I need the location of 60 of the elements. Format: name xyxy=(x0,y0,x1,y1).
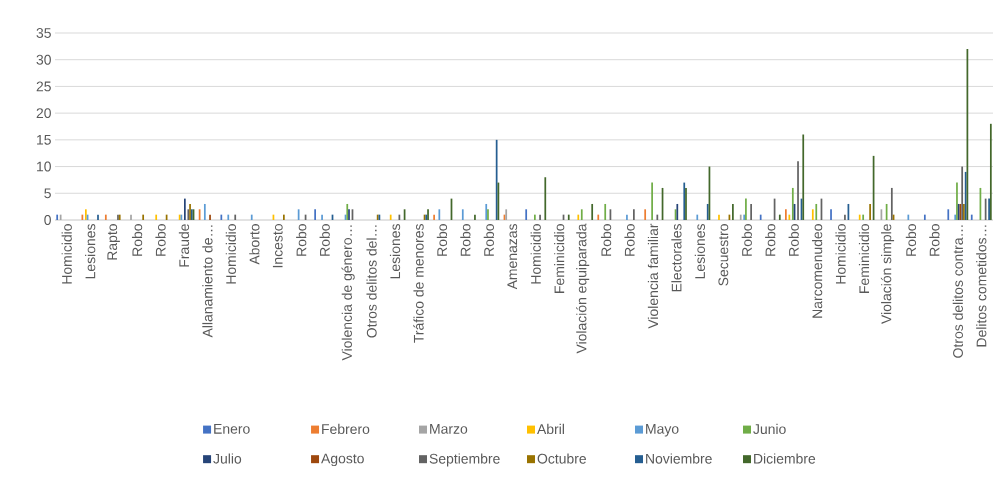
x-tick-label: Homicidio xyxy=(530,224,541,284)
legend-label: Mayo xyxy=(646,424,679,437)
x-tick-label: Secuestro xyxy=(718,224,729,286)
x-tick-label: Robo xyxy=(905,224,917,256)
x-tick-label: Feminicidio xyxy=(554,224,565,293)
x-tick-label: Violencia familiar xyxy=(647,223,659,329)
y-tick-label: 10 xyxy=(37,161,51,172)
x-tick-label: Lesiones xyxy=(694,224,706,279)
legend-label: Diciembre xyxy=(754,453,816,464)
x-tick-label: Lesiones xyxy=(85,224,96,279)
x-tick-label: Homicidio xyxy=(225,224,237,284)
y-tick-label: 20 xyxy=(36,108,51,119)
x-tick-label: Delitos cometidos… xyxy=(976,225,987,347)
legend-label: Enero xyxy=(214,424,250,434)
x-tick-label: Allanamiento de… xyxy=(202,225,213,338)
x-tick-label: Robo xyxy=(319,224,330,256)
legend-label: Octubre xyxy=(537,453,586,464)
y-tick-label: 5 xyxy=(44,188,51,199)
y-tick-label: 0 xyxy=(44,215,51,225)
x-tick-label: Narcomenudeo xyxy=(812,224,823,318)
legend-label: Abril xyxy=(537,423,564,435)
legend-label: Noviembre xyxy=(646,453,712,464)
y-tick-label: 35 xyxy=(36,28,51,38)
x-tick-label: Feminicidio xyxy=(858,224,870,293)
x-tick-label: Robo xyxy=(296,224,307,256)
x-tick-label: Homicidio xyxy=(61,224,72,284)
x-tick-label: Robo xyxy=(765,224,776,256)
x-tick-label: Robo xyxy=(929,224,940,256)
x-tick-label: Electorales xyxy=(671,224,682,292)
legend-label: Febrero xyxy=(322,423,370,435)
legend-label: Agosto xyxy=(321,453,364,467)
x-tick-label: Amenazas xyxy=(507,224,518,290)
y-tick-label: 30 xyxy=(36,54,51,65)
x-tick-label: Aborto xyxy=(249,224,260,265)
x-tick-label: Violación equiparada xyxy=(576,223,590,354)
x-tick-label: Homicidio xyxy=(835,224,846,284)
legend-label: Marzo xyxy=(430,424,468,434)
x-tick-label: Robo xyxy=(624,224,635,256)
x-tick-label: Robo xyxy=(788,224,799,256)
x-tick-label: Robo xyxy=(155,224,166,256)
x-tick-label: Robo xyxy=(460,224,471,256)
x-tick-label: Violación simple xyxy=(880,224,895,324)
legend-label: Julio xyxy=(213,453,242,464)
x-tick-label: Rapto xyxy=(107,224,120,260)
x-tick-label: Robo xyxy=(600,224,612,256)
x-tick-label: Violencia de género… xyxy=(341,225,355,361)
x-tick-label: Otros delitos contra… xyxy=(952,225,963,358)
x-tick-label: Robo xyxy=(741,224,752,256)
x-tick-label: Robo xyxy=(436,224,448,256)
x-tick-label: Robo xyxy=(131,224,143,256)
legend-label: Junio xyxy=(753,423,786,435)
legend-label: Septiembre xyxy=(429,453,500,467)
y-tick-label: 15 xyxy=(37,134,51,145)
x-tick-label: Otros delitos del… xyxy=(366,225,377,338)
x-tick-label: Lesiones xyxy=(389,224,401,279)
x-tick-label: Tráfico de menores xyxy=(413,224,424,343)
x-tick-label: Incesto xyxy=(272,224,283,268)
y-tick-label: 25 xyxy=(36,81,51,92)
x-tick-label: Robo xyxy=(483,224,494,256)
x-tick-label: Fraude xyxy=(178,224,190,267)
